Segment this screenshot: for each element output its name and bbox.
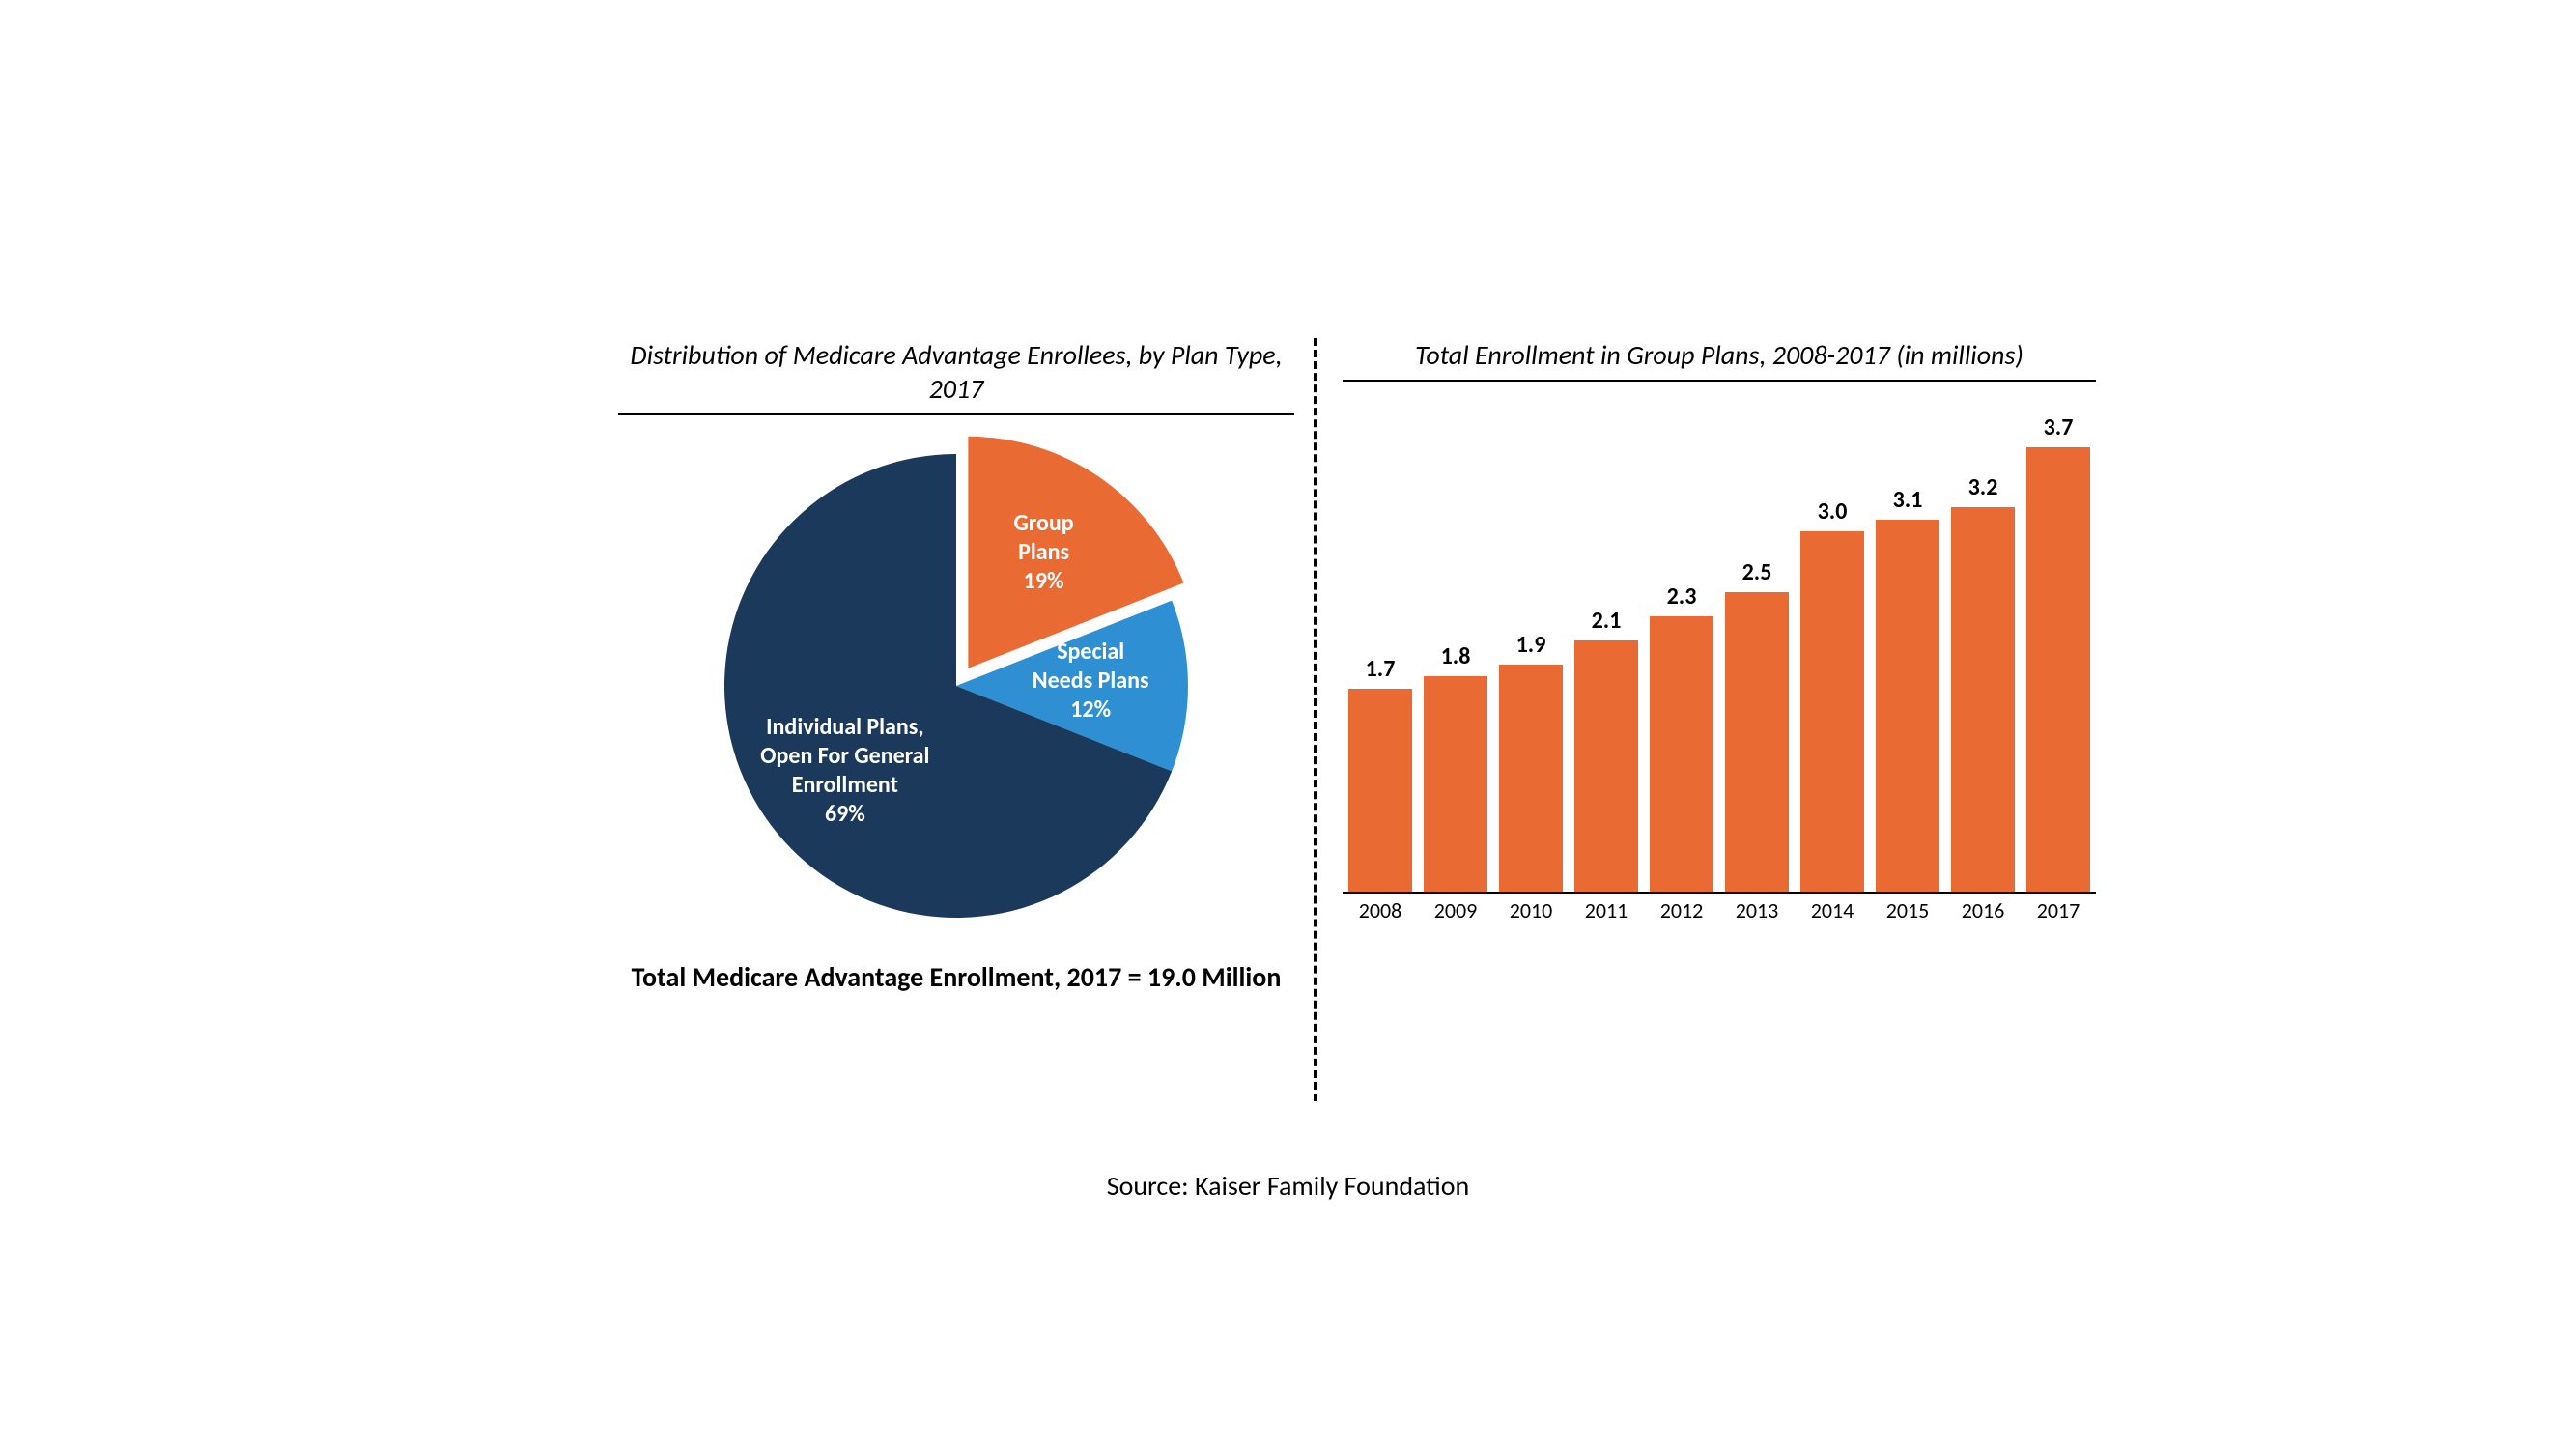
bar-value-label: 3.0 <box>1818 497 1848 526</box>
bar-rect <box>1951 507 2015 894</box>
bar-rect <box>1876 520 1939 895</box>
bar-xlabel: 2017 <box>2026 897 2090 932</box>
bar-value-label: 3.7 <box>2044 413 2074 441</box>
bar-chart: 1.71.81.92.12.32.53.03.13.23.7 200820092… <box>1343 391 2096 932</box>
bar-column: 2.5 <box>1725 558 1789 895</box>
bars-container: 1.7 1.8 1.9 2.1 2.3 2.5 3.0 3.1 3.2 3.7 <box>1343 411 2096 894</box>
bar-rect <box>1424 676 1487 894</box>
bar-xlabel: 2012 <box>1650 897 1713 932</box>
pie-title: Distribution of Medicare Advantage Enrol… <box>618 338 1294 406</box>
bar-value-label: 2.1 <box>1592 607 1622 635</box>
figure-canvas: Distribution of Medicare Advantage Enrol… <box>0 0 2576 1449</box>
bar-xlabel: 2009 <box>1424 897 1487 932</box>
bar-column: 3.0 <box>1800 497 1864 894</box>
bar-value-label: 2.3 <box>1667 582 1697 611</box>
bar-value-label: 2.5 <box>1742 558 1772 586</box>
bar-column: 1.7 <box>1348 655 1412 895</box>
pie-chart: Group Plans 19% Special Needs Plans 12% … <box>618 415 1294 956</box>
bar-xlabel: 2014 <box>1800 897 1864 932</box>
pie-caption: Total Medicare Advantage Enrollment, 201… <box>618 960 1294 995</box>
source-text: Source: Kaiser Family Foundation <box>0 1169 2576 1203</box>
bar-rect <box>1800 531 1864 894</box>
bar-column: 3.2 <box>1951 473 2015 894</box>
bar-value-label: 3.1 <box>1893 486 1923 514</box>
panel-divider <box>1314 338 1317 1101</box>
bar-rect <box>1725 592 1789 895</box>
bar-column: 2.3 <box>1650 582 1713 895</box>
bar-xlabels: 2008 2009 2010 2011 2012 2013 2014 2015 2016 2017 <box>1343 892 2096 932</box>
bar-value-label: 1.7 <box>1366 655 1396 683</box>
bar-rect <box>2026 447 2090 895</box>
bar-xlabel: 2008 <box>1348 897 1412 932</box>
bar-column: 2.1 <box>1574 607 1638 895</box>
pie-slice-label-special-needs: Special Needs Plans 12% <box>975 638 1206 724</box>
bar-xlabel: 2011 <box>1574 897 1638 932</box>
bar-xlabel: 2013 <box>1725 897 1789 932</box>
bar-title-rule <box>1343 380 2096 382</box>
bar-value-label: 1.9 <box>1516 631 1546 659</box>
bar-title: Total Enrollment in Group Plans, 2008-20… <box>1343 338 2096 372</box>
bar-value-label: 1.8 <box>1441 642 1471 670</box>
bar-xlabel: 2015 <box>1876 897 1939 932</box>
pie-slice-label-group-plans: Group Plans 19% <box>928 509 1160 596</box>
bar-xlabel: 2010 <box>1499 897 1563 932</box>
bar-value-label: 3.2 <box>1968 473 1998 501</box>
bar-rect <box>1650 616 1713 895</box>
pie-panel: Distribution of Medicare Advantage Enrol… <box>618 338 1294 995</box>
bar-column: 1.9 <box>1499 631 1563 895</box>
bar-rect <box>1574 640 1638 895</box>
pie-slice-label-individual: Individual Plans, Open For General Enrol… <box>729 713 961 829</box>
bar-xlabel: 2016 <box>1951 897 2015 932</box>
bar-rect <box>1499 665 1563 895</box>
bar-rect <box>1348 689 1412 895</box>
bar-panel: Total Enrollment in Group Plans, 2008-20… <box>1343 338 2096 932</box>
bar-column: 3.7 <box>2026 413 2090 895</box>
bar-column: 3.1 <box>1876 486 1939 895</box>
bar-column: 1.8 <box>1424 642 1487 894</box>
